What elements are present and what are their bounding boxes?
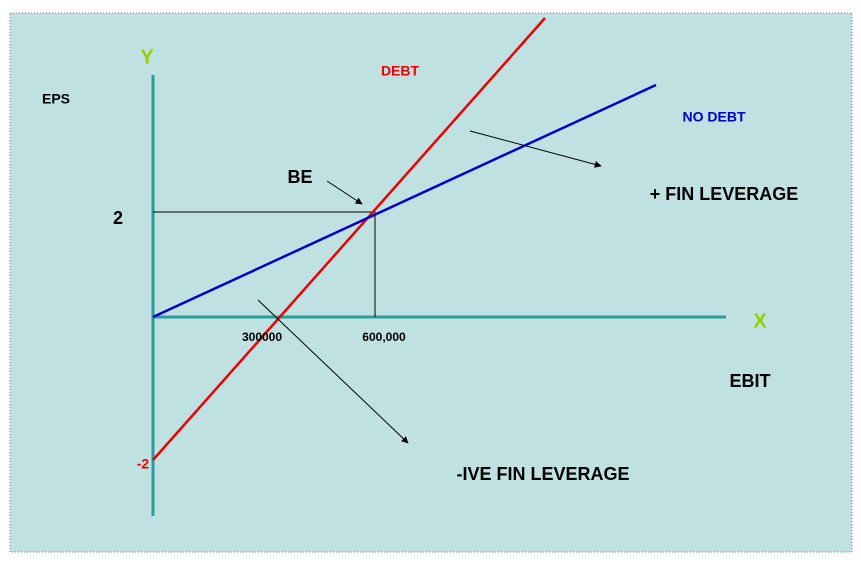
arrow (257, 299, 409, 444)
eps-negative: -2 (137, 456, 150, 472)
arrow (469, 130, 602, 168)
x-axis-label: X (753, 310, 767, 332)
eps-value: 2 (113, 208, 123, 228)
negative-leverage: -IVE FIN LEVERAGE (456, 464, 629, 484)
y-axis-label: Y (140, 46, 154, 68)
no-debt-line (152, 83, 657, 319)
positive-leverage: + FIN LEVERAGE (650, 184, 799, 204)
debt-line (152, 17, 546, 461)
arrow (326, 180, 363, 205)
ebit-high: 600,000 (362, 330, 406, 344)
x-title: EBIT (729, 371, 770, 391)
no-debt-label: NO DEBT (683, 109, 746, 125)
ebit-low: 300000 (242, 330, 282, 344)
y-title: EPS (42, 91, 70, 107)
background (9, 12, 853, 553)
debt-label: DEBT (381, 63, 420, 79)
break-even-label: BE (287, 167, 312, 187)
